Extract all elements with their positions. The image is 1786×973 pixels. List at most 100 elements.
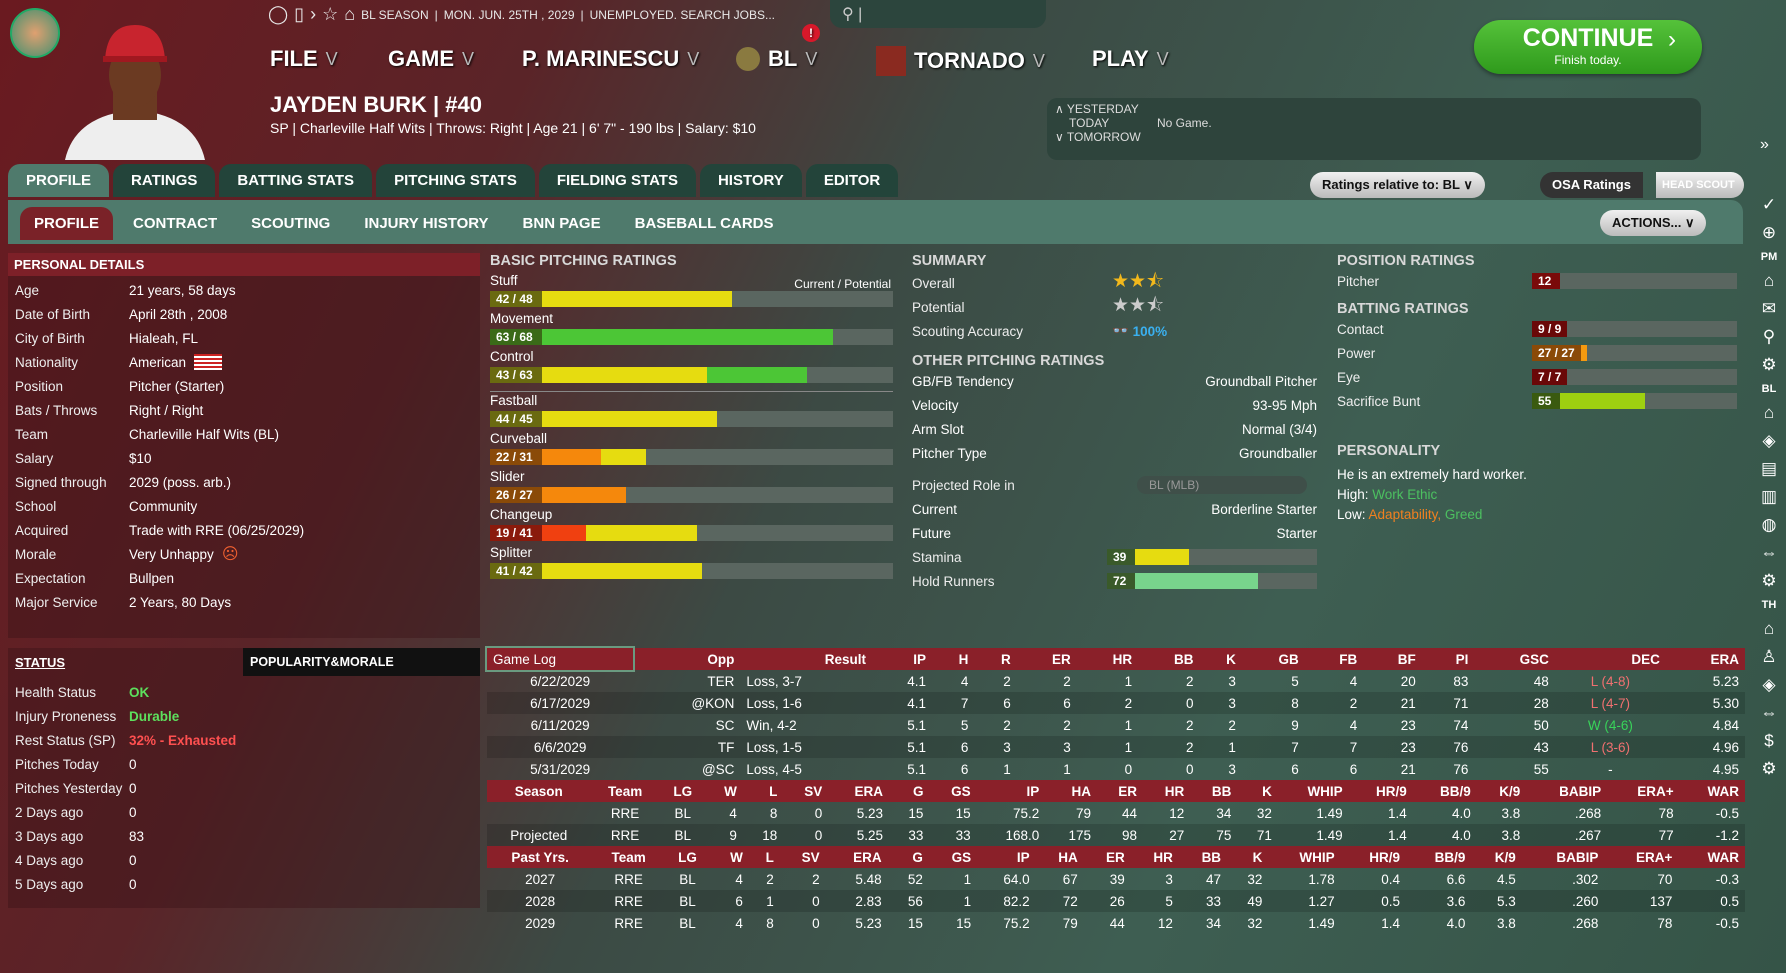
section-title: BASIC PITCHING RATINGS [490,253,677,269]
table-cell: BL [659,824,706,846]
table-cell: TER [707,673,735,689]
chart-icon[interactable]: ▥ [1760,487,1778,506]
table-cell: 6 [960,761,969,777]
detail-value: Charleville Half Wits (BL) [129,426,280,442]
tab-editor[interactable]: EDITOR [805,164,899,197]
section-title: OTHER PITCHING RATINGS [912,353,1105,369]
table-cell: 98 [1096,824,1144,846]
tab-fielding-stats[interactable]: FIELDING STATS [538,164,696,197]
menu-play[interactable]: PLAY V [1092,46,1169,72]
table-cell: 4 [735,915,743,931]
table-cell: 7 [932,692,975,714]
gear-icon[interactable]: ⚙ [1761,759,1777,778]
table-cell: 21 [1400,761,1416,777]
row-label: Velocity [912,397,959,413]
location-icon[interactable]: ◈ [1762,431,1776,450]
dollar-icon[interactable]: $ [1764,731,1774,750]
table-cell: Loss, 4-5 [746,761,802,777]
menu-file[interactable]: FILE V [270,46,338,72]
continue-button[interactable]: CONTINUE Finish today. › [1474,20,1702,74]
menu-label: GAME [388,46,454,71]
detail-row: Team Charleville Half Wits (BL) [8,422,480,446]
table-cell: 2 [1076,692,1139,714]
search-icon[interactable]: ⚲ [1762,327,1776,346]
menu-league[interactable]: BL V! [736,24,820,72]
tab-popularity-morale[interactable]: POPULARITY&MORALE [243,648,480,676]
home-icon[interactable]: ⌂ [344,4,356,24]
tab-status[interactable]: STATUS [15,654,66,670]
column-header: Opp [633,648,741,670]
menu-manager[interactable]: P. MARINESCU V [522,46,699,72]
trade-icon[interactable]: ⇔ [1760,543,1778,562]
subtab-injury-history[interactable]: INJURY HISTORY [364,215,489,232]
right-sidebar: ✓ ⊕ PM ⌂ ✉ ⚲ ⚙ BL ⌂ ◈ ▤ ▥ ◍ ⇔ ⚙ TH ⌂ ♙ ◈ ⇔ $ ⚙ [1752,195,1786,779]
subtab-profile[interactable]: PROFILE [20,207,114,240]
home-icon[interactable]: ⌂ [1763,403,1775,422]
gear-icon[interactable]: ⚙ [1761,571,1777,590]
role-select[interactable]: BL (MLB) [1137,476,1307,494]
column-header: IP [976,780,1046,802]
location-icon[interactable]: ◈ [1762,675,1776,694]
chevron-down-icon: V [687,48,700,69]
table-cell: -0.5 [1715,915,1739,931]
table-cell: SC [715,717,735,733]
table-cell: 48 [1533,673,1549,689]
table-cell: Loss, 3-7 [746,673,802,689]
table-cell: 77 [1607,824,1680,846]
table-cell: 2 [766,871,774,887]
tab-history[interactable]: HISTORY [699,164,802,197]
subtab-contract[interactable]: CONTRACT [133,215,218,232]
osa-ratings-toggle[interactable]: OSA Ratings [1540,172,1643,198]
column-header: K/9 [1471,846,1522,868]
bar-label: Power [1337,345,1376,361]
schedule-tomorrow[interactable]: TOMORROW [1066,130,1141,144]
job-status[interactable]: UNEMPLOYED. SEARCH JOBS... [589,7,776,22]
mail-icon[interactable]: ✉ [1761,299,1777,318]
head-scout-toggle[interactable]: HEAD SCOUT [1656,172,1744,198]
tab-pitching-stats[interactable]: PITCHING STATS [376,164,535,197]
forward-icon[interactable]: › [310,4,317,24]
roster-icon[interactable]: ♙ [1761,647,1777,666]
column-header: K [1237,780,1278,802]
search-input[interactable]: ⚲ | [830,0,1046,28]
stats-tables: Game Log Opp Result IP H R ER HR BB K GB FB BF PI GSC D… [484,646,1745,934]
subtab-baseball-cards[interactable]: BASEBALL CARDS [634,215,774,232]
table-cell: 4.0 [1446,915,1466,931]
schedule-yesterday[interactable]: YESTERDAY [1066,102,1139,116]
detail-value: 2029 (poss. arb.) [129,474,232,490]
actions-dropdown[interactable]: ACTIONS... ∨ [1600,210,1707,236]
baseball-icon[interactable]: ◍ [1761,515,1777,534]
gear-icon[interactable]: ⚙ [1761,355,1777,374]
expand-icon[interactable]: » [1760,136,1769,153]
tab-profile[interactable]: PROFILE [8,164,110,197]
table-cell: 79 [1075,805,1091,821]
column-header: PI [1421,648,1475,670]
page-icon[interactable]: ▯ [294,4,305,24]
tab-ratings[interactable]: RATINGS [113,164,216,197]
news-icon[interactable]: ▤ [1760,459,1778,478]
column-header: Team [590,780,660,802]
game-log-select[interactable]: Game Log [484,646,636,672]
bar-label: Eye [1337,369,1361,385]
menu-team[interactable]: TORNADO V [876,46,1045,76]
down-icon[interactable]: ∨ [1055,130,1064,144]
team-logo[interactable] [10,8,60,58]
home-icon[interactable]: ⌂ [1763,619,1775,638]
detail-row: Position Pitcher (Starter) [8,374,480,398]
tab-batting-stats[interactable]: BATTING STATS [219,164,373,197]
subtab-bnn-page[interactable]: BNN PAGE [522,215,601,232]
detail-value: Trade with RRE (06/25/2029) [129,522,305,538]
ratings-relative-dropdown[interactable]: Ratings relative to: BL ∨ [1310,172,1485,198]
globe-icon[interactable]: ⊕ [1761,223,1777,242]
trade-icon[interactable]: ⇔ [1760,703,1778,722]
home-icon[interactable]: ⌂ [1763,271,1775,290]
table-cell: -1.2 [1679,824,1745,846]
detail-label: Position [15,378,64,394]
up-icon[interactable]: ∧ [1055,102,1064,116]
menu-game[interactable]: GAME V [388,46,474,72]
subtab-scouting[interactable]: SCOUTING [251,215,331,232]
table-cell: 5.48 [855,871,882,887]
back-icon[interactable]: ◯ [268,4,289,24]
star-icon[interactable]: ☆ [322,4,339,24]
check-icon[interactable]: ✓ [1761,195,1777,214]
